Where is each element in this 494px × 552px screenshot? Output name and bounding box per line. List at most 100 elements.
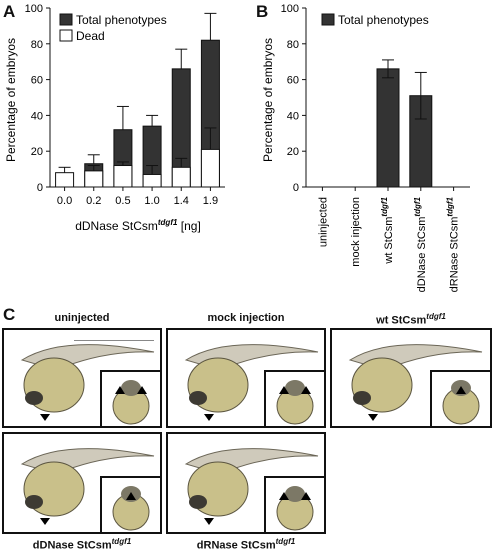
arrowhead-icon [137,386,147,394]
embryo-inset-head [285,486,305,502]
chart-a-xtick-label: 0.5 [115,195,130,207]
chart-a-xtick-label: 0.0 [57,195,72,207]
embryo-image-label: dDNase StCsmtdgf1 [22,537,142,552]
chart-a-ytick-label: 0 [37,182,43,194]
chart-b-category-label: mock injection [350,197,362,267]
embryo-image-label-main: mock injection [207,312,285,324]
chart-a-xtick-label: 1.9 [203,195,218,207]
embryo-image-label-main: wt StCsm [376,314,427,327]
embryo-image-label-main: dDNase StCsm [32,539,112,552]
chart-b-category-main: dRNase StCsm [449,217,461,293]
chart-b-ytick-label: 40 [287,110,299,122]
embryo-image-label: uninjected [22,312,142,324]
embryo-drawing [184,448,319,525]
arrowhead-icon [368,414,378,421]
chart-a-legend-label: Dead [76,29,105,43]
chart-a-xlabel-unit: [ng] [177,219,200,233]
chart-b-ytick-label: 0 [293,182,299,194]
embryo-image-label: dRNase StCsmtdgf1 [186,537,306,552]
chart-b-ytick-label: 20 [287,146,299,158]
embryo-image-label-sup: tdgf1 [111,537,132,546]
chart-b-bar [376,68,400,188]
chart-b-category-label: wt StCsmtdgf1 [380,196,395,264]
embryo-inset [430,370,490,426]
chart-a-bar-dead [84,170,104,188]
chart-a-bar-dead [200,148,220,188]
embryo-eye [25,495,43,509]
chart-a-ytick-label: 80 [31,39,43,51]
arrowhead-icon [301,492,311,500]
panel-letter-c: C [3,305,16,324]
chart-b-category-main: dDNase StCsm [416,217,428,293]
embryo-image [166,328,326,428]
arrowhead-icon [40,414,50,421]
arrowhead-icon [279,492,289,500]
chart-b-category-label: dDNase StCsmtdgf1 [413,196,428,292]
chart-a-bar-dead [55,172,75,188]
embryo-inset [264,370,324,426]
embryo-image-label-main: uninjected [54,312,110,324]
chart-b-ytick-label: 80 [287,39,299,51]
chart-a-xlabel-sup: tdgf1 [158,218,178,227]
chart-a-ytick-label: 20 [31,146,43,158]
chart-a-xtick-label: 1.0 [144,195,159,207]
chart-a-bar-dead [171,166,191,188]
chart-a-legend-label: Total phenotypes [76,13,167,27]
embryo-inset-drawing [112,486,150,531]
embryo-image [2,328,162,428]
embryo-image-label-main: dRNase StCsm [196,539,276,552]
embryo-inset-drawing [442,380,480,425]
embryo-inset [100,476,160,532]
chart-b-category-label: dRNase StCsmtdgf1 [446,196,461,292]
embryo-eye [189,495,207,509]
embryo-inset [100,370,160,426]
embryo-image-label-sup: tdgf1 [275,537,296,546]
chart-b-category-main: wt StCsm [383,217,395,265]
embryo-eye [189,391,207,405]
chart-a-ytick-label: 100 [25,3,43,15]
arrowhead-icon [456,386,466,394]
embryo-inset-head [121,380,141,396]
chart-b-category-sup: tdgf1 [446,196,455,216]
embryo-inset [264,476,324,532]
chart-a-xtick-label: 1.4 [174,195,189,207]
embryo-inset-drawing [276,486,314,531]
chart-a-ytick-label: 40 [31,110,43,122]
chart-b-ytick-label: 100 [281,3,299,15]
chart-a-ytick-label: 60 [31,75,43,87]
embryo-eye [25,391,43,405]
scale-bar [74,340,154,341]
embryo-drawing [184,344,319,421]
chart-b-category-main: uninjected [317,197,329,247]
chart-a-legend-swatch [59,29,73,42]
chart-a-bar-dead [142,173,162,188]
arrowhead-icon [115,386,125,394]
embryo-image-label-sup: tdgf1 [426,312,446,321]
chart-b-legend-label: Total phenotypes [338,13,429,27]
arrowhead-icon [126,492,136,500]
embryo-eye [353,391,371,405]
chart-b-category-sup: tdgf1 [380,196,389,216]
chart-a-xtick-label: 0.2 [86,195,101,207]
embryo-image-label: wt StCsmtdgf1 [351,312,471,327]
chart-a: Percentage of embryos 0 20 40 60 80 100 0.0 0.2… [4,3,225,233]
embryo-drawing [348,344,483,421]
arrowhead-icon [204,518,214,525]
arrowhead-icon [40,518,50,525]
embryo-inset-drawing [112,380,150,425]
arrowhead-icon [204,414,214,421]
chart-b-category-main: mock injection [350,197,362,267]
chart-a-bar-dead [113,165,133,188]
chart-b-ytick-label: 60 [287,75,299,87]
embryo-image [2,432,162,534]
embryo-inset-drawing [276,380,314,425]
chart-b-category-sup: tdgf1 [413,196,422,216]
embryo-image-label: mock injection [186,312,306,324]
chart-a-xlabel-main: dDNase StCsm [75,219,158,233]
chart-a-ylabel: Percentage of embryos [4,38,18,162]
embryo-drawing [20,448,155,525]
arrowhead-icon [301,386,311,394]
chart-a-xlabel: dDNase StCsmtdgf1 [ng] [75,218,201,233]
embryo-image [166,432,326,534]
chart-b-legend-swatch [321,13,335,26]
